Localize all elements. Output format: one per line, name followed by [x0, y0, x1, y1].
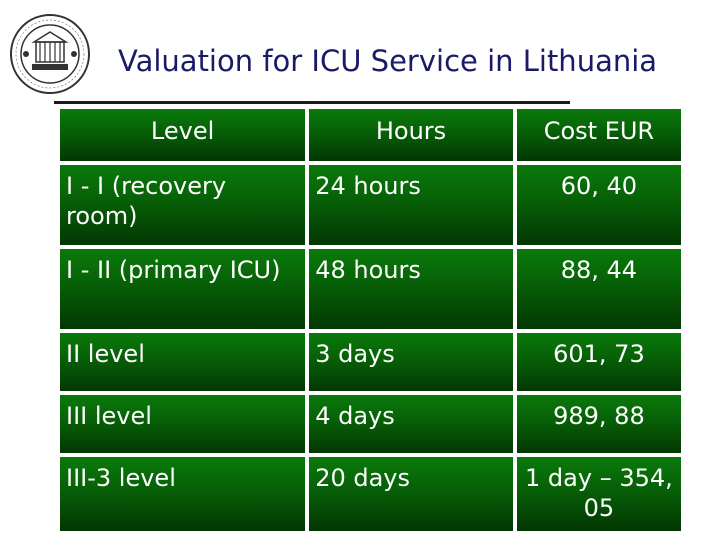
title-underline [54, 101, 570, 104]
table-header-row: Level Hours Cost EUR [60, 109, 681, 161]
cell-cost: 88, 44 [516, 249, 681, 329]
cell-hours: 48 hours [309, 249, 513, 329]
table-row: II level 3 days 601, 73 [60, 333, 681, 391]
cell-hours: 20 days [309, 457, 513, 531]
header-level: Level [60, 109, 306, 161]
header-cost: Cost EUR [516, 109, 681, 161]
cell-cost: 989, 88 [516, 395, 681, 453]
table-row: I - II (primary ICU) 48 hours 88, 44 [60, 249, 681, 329]
cell-hours: 3 days [309, 333, 513, 391]
cell-level: I - II (primary ICU) [60, 249, 306, 329]
table-row: III level 4 days 989, 88 [60, 395, 681, 453]
cell-level: III level [60, 395, 306, 453]
cell-level: II level [60, 333, 306, 391]
cell-cost: 601, 73 [516, 333, 681, 391]
cell-level: I - I (recovery room) [60, 165, 306, 245]
university-seal-icon [8, 12, 92, 96]
table-row: I - I (recovery room) 24 hours 60, 40 [60, 165, 681, 245]
table-row: III-3 level 20 days 1 day – 354, 05 [60, 457, 681, 531]
cell-cost: 60, 40 [516, 165, 681, 245]
cell-cost: 1 day – 354, 05 [516, 457, 681, 531]
slide-title: Valuation for ICU Service in Lithuania [118, 44, 658, 78]
cell-level: III-3 level [60, 457, 306, 531]
icu-valuation-table: Level Hours Cost EUR I - I (recovery roo… [56, 105, 685, 535]
cell-hours: 24 hours [309, 165, 513, 245]
header-hours: Hours [309, 109, 513, 161]
cell-hours: 4 days [309, 395, 513, 453]
